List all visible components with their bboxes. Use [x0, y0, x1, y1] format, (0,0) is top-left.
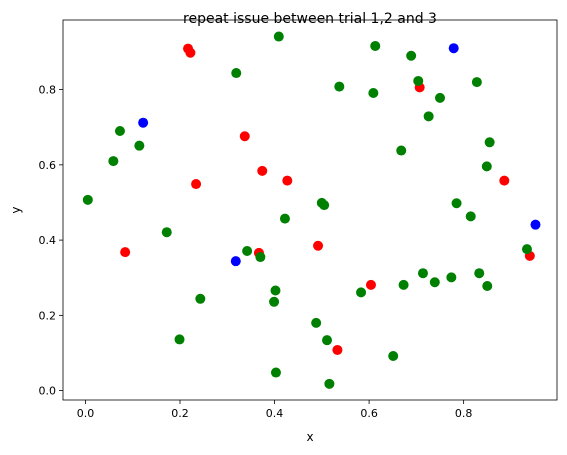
data-point — [365, 279, 376, 290]
data-point — [446, 272, 457, 283]
data-point — [484, 137, 495, 148]
data-point — [332, 344, 343, 355]
data-point — [279, 213, 290, 224]
data-point — [138, 117, 149, 128]
x-tick-label: 0.8 — [455, 407, 473, 420]
data-point — [521, 244, 532, 255]
data-point — [114, 125, 125, 136]
data-point — [474, 268, 485, 279]
x-axis-ticks: 0.0 0.2 0.4 0.6 0.8 — [77, 400, 473, 420]
data-point — [482, 281, 493, 291]
x-tick-label: 0.2 — [171, 407, 189, 420]
data-point — [311, 317, 322, 328]
data-point — [417, 268, 428, 279]
chart-title: repeat issue between trial 1,2 and 3 — [183, 11, 437, 27]
data-point — [255, 252, 266, 263]
y-axis-label: y — [9, 206, 23, 213]
y-axis-ticks: 0.0 0.2 0.4 0.6 0.8 — [39, 84, 63, 398]
data-point — [471, 77, 482, 88]
data-point — [161, 227, 172, 238]
data-point — [499, 175, 510, 186]
data-point — [396, 145, 407, 156]
y-tick-label: 0.8 — [39, 84, 57, 97]
data-point — [269, 296, 280, 307]
plot-area — [63, 20, 557, 400]
data-point — [185, 47, 196, 58]
data-point — [324, 378, 335, 389]
data-point — [195, 293, 206, 304]
data-point — [230, 256, 241, 267]
data-point — [413, 75, 424, 86]
data-point — [191, 179, 202, 190]
data-points-layer — [82, 31, 541, 389]
data-point — [398, 279, 409, 290]
data-point — [319, 200, 330, 211]
data-point — [388, 350, 399, 361]
x-tick-label: 0.4 — [266, 407, 284, 420]
x-axis-label: x — [306, 430, 313, 444]
data-point — [368, 87, 379, 98]
y-tick-label: 0.2 — [39, 309, 57, 322]
y-tick-label: 0.0 — [39, 385, 57, 398]
data-point — [134, 140, 145, 151]
x-tick-label: 0.0 — [77, 407, 95, 420]
data-point — [313, 240, 324, 251]
data-point — [423, 111, 434, 122]
x-tick-label: 0.6 — [360, 407, 378, 420]
data-point — [120, 247, 131, 258]
data-point — [82, 194, 93, 205]
data-point — [334, 81, 345, 92]
data-point — [231, 68, 242, 79]
data-point — [481, 161, 492, 172]
data-point — [356, 287, 367, 298]
data-point — [429, 277, 440, 288]
data-point — [270, 367, 281, 378]
data-point — [108, 156, 119, 167]
data-point — [465, 211, 476, 222]
y-tick-label: 0.6 — [39, 159, 57, 172]
data-point — [370, 40, 381, 51]
data-point — [273, 31, 284, 42]
data-point — [322, 335, 333, 346]
data-point — [242, 246, 253, 257]
data-point — [174, 334, 185, 345]
data-point — [282, 175, 293, 186]
data-point — [406, 50, 417, 61]
data-point — [270, 285, 281, 296]
data-point — [451, 198, 462, 209]
data-point — [448, 43, 459, 54]
data-point — [530, 219, 541, 230]
y-tick-label: 0.4 — [39, 234, 57, 247]
plot-frame — [62, 19, 558, 401]
data-point — [435, 92, 445, 103]
data-point — [239, 131, 250, 142]
data-point — [257, 165, 268, 176]
